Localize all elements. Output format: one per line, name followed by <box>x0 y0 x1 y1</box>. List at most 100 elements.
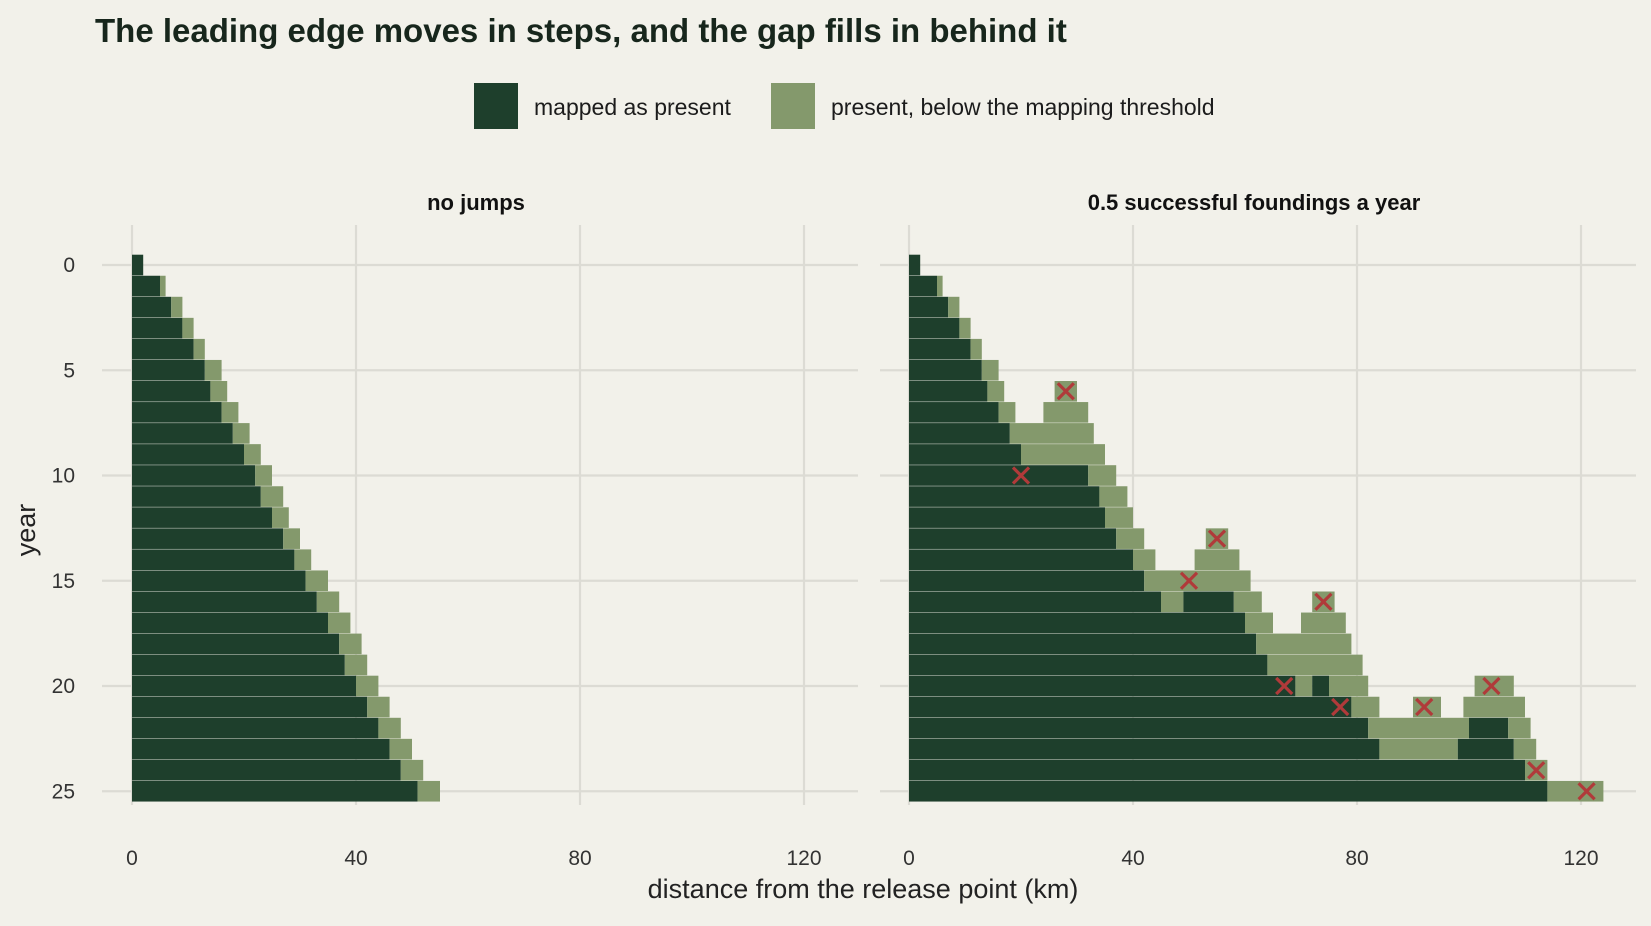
bar-year-6-mapped <box>132 381 211 402</box>
bar-year-12-mapped <box>909 507 1105 528</box>
bar-year-2-mapped <box>909 296 949 318</box>
bar-year-19-below <box>344 654 368 676</box>
founding-marker-stroke <box>1577 782 1596 801</box>
bar-year-11-below <box>1099 486 1128 507</box>
bar-year-19-mapped <box>909 654 1268 676</box>
panel-title-left: no jumps <box>427 190 525 215</box>
bar-year-16-mapped <box>909 591 1161 613</box>
bar-year-1-mapped <box>132 275 160 297</box>
bar-year-25-below <box>417 780 440 802</box>
bar-year-15-mapped <box>132 570 306 592</box>
x-axis-title: distance from the release point (km) <box>648 874 1079 904</box>
bar-year-8-mapped <box>909 423 1010 444</box>
founding-marker <box>1577 782 1596 801</box>
bar-year-19-below <box>1267 654 1363 676</box>
bar-year-1-mapped <box>909 275 937 297</box>
founding-marker-stroke <box>1275 676 1294 696</box>
bar-year-8-mapped <box>132 423 233 444</box>
bar-year-14-below <box>294 549 312 570</box>
bar-year-19-mapped <box>132 654 345 676</box>
y-tick-label-20: 20 <box>52 675 75 698</box>
y-tick-label-5: 5 <box>63 359 75 382</box>
panel-no-jumps: 0 40 80 120 <box>102 225 858 870</box>
x-tick-label-120: 120 <box>786 847 821 870</box>
x-tick-label-40: 40 <box>344 847 367 870</box>
bar-year-15-below <box>305 570 328 592</box>
founding-marker-stroke <box>1056 382 1075 401</box>
bar-year-22-mapped <box>132 717 379 739</box>
bar-year-22-mapped <box>1469 717 1509 739</box>
bar-year-1-below <box>937 275 943 297</box>
bar-year-20-below <box>1474 675 1514 697</box>
bar-year-20-mapped <box>132 675 356 697</box>
bar-year-16-mapped <box>132 591 317 613</box>
founding-marker-stroke <box>1331 697 1350 717</box>
bar-year-15-mapped <box>909 570 1145 592</box>
bar-year-12-mapped <box>132 507 272 528</box>
bar-year-10-mapped <box>909 465 1089 486</box>
bar-year-10-mapped <box>132 465 256 486</box>
founding-marker <box>1011 466 1031 485</box>
bar-year-6-mapped <box>909 381 988 402</box>
bar-year-11-below <box>260 486 284 507</box>
bar-year-22-below <box>378 717 401 739</box>
y-tick-label-15: 15 <box>52 570 75 593</box>
panel-title-right: 0.5 successful foundings a year <box>1088 190 1421 215</box>
bar-year-18-below <box>1256 633 1352 655</box>
bar-year-22-below <box>1508 717 1531 739</box>
founding-marker <box>1207 529 1227 548</box>
bar-year-25-mapped <box>909 780 1548 802</box>
legend-label-mapped: mapped as present <box>534 94 732 120</box>
chart-title: The leading edge moves in steps, and the… <box>95 12 1067 49</box>
bar-year-23-mapped <box>132 738 390 760</box>
bar-year-3-mapped <box>909 317 960 339</box>
bar-year-8-below <box>232 423 250 444</box>
bar-year-14-below <box>1133 549 1156 570</box>
y-tick-label-10: 10 <box>52 465 75 488</box>
bar-year-7-mapped <box>909 402 999 423</box>
founding-marker <box>1527 761 1546 780</box>
bar-year-24-mapped <box>909 759 1525 781</box>
bar-year-16-below <box>316 591 340 613</box>
founding-marker-stroke <box>1011 466 1031 485</box>
x-tick-label-80: 80 <box>568 847 591 870</box>
founding-marker-stroke <box>1415 697 1434 717</box>
bar-year-3-below <box>959 317 971 339</box>
founding-marker <box>1482 676 1501 696</box>
founding-marker <box>1056 382 1075 401</box>
x-tick-label-0: 0 <box>903 847 915 870</box>
founding-marker-stroke <box>1179 571 1199 590</box>
founding-marker-stroke <box>1527 761 1546 780</box>
x-tick-label-80: 80 <box>1345 847 1368 870</box>
founding-marker <box>1275 676 1294 696</box>
bar-year-8-below <box>1009 423 1094 444</box>
bar-year-2-below <box>948 296 960 318</box>
bar-year-23-mapped <box>909 738 1380 760</box>
bar-year-0-mapped <box>132 254 144 276</box>
bar-year-5-mapped <box>909 359 982 381</box>
x-tick-label-40: 40 <box>1121 847 1144 870</box>
bar-year-23-below <box>1379 738 1458 760</box>
bar-year-5-below <box>981 359 999 381</box>
y-axis-title: year <box>11 504 41 557</box>
bar-year-16-below <box>1233 591 1262 613</box>
bar-year-20-mapped <box>909 675 1296 697</box>
bar-year-25-below <box>1547 780 1604 802</box>
bar-year-1-below <box>160 275 166 297</box>
bar-year-9-mapped <box>909 444 1021 465</box>
y-axis-ticks: 0 5 10 15 20 25 <box>52 254 75 803</box>
bar-year-7-mapped <box>132 402 222 423</box>
bar-year-15-below <box>1144 570 1251 592</box>
founding-marker-stroke <box>1482 676 1501 696</box>
bar-year-3-mapped <box>132 317 183 339</box>
x-tick-label-120: 120 <box>1563 847 1598 870</box>
founding-marker <box>1179 571 1199 590</box>
bar-year-24-below <box>400 759 424 781</box>
bar-year-5-below <box>204 359 222 381</box>
bar-year-11-mapped <box>132 486 261 507</box>
bar-year-9-below <box>1021 444 1105 465</box>
bar-year-3-below <box>182 317 194 339</box>
bar-year-23-below <box>1513 738 1537 760</box>
